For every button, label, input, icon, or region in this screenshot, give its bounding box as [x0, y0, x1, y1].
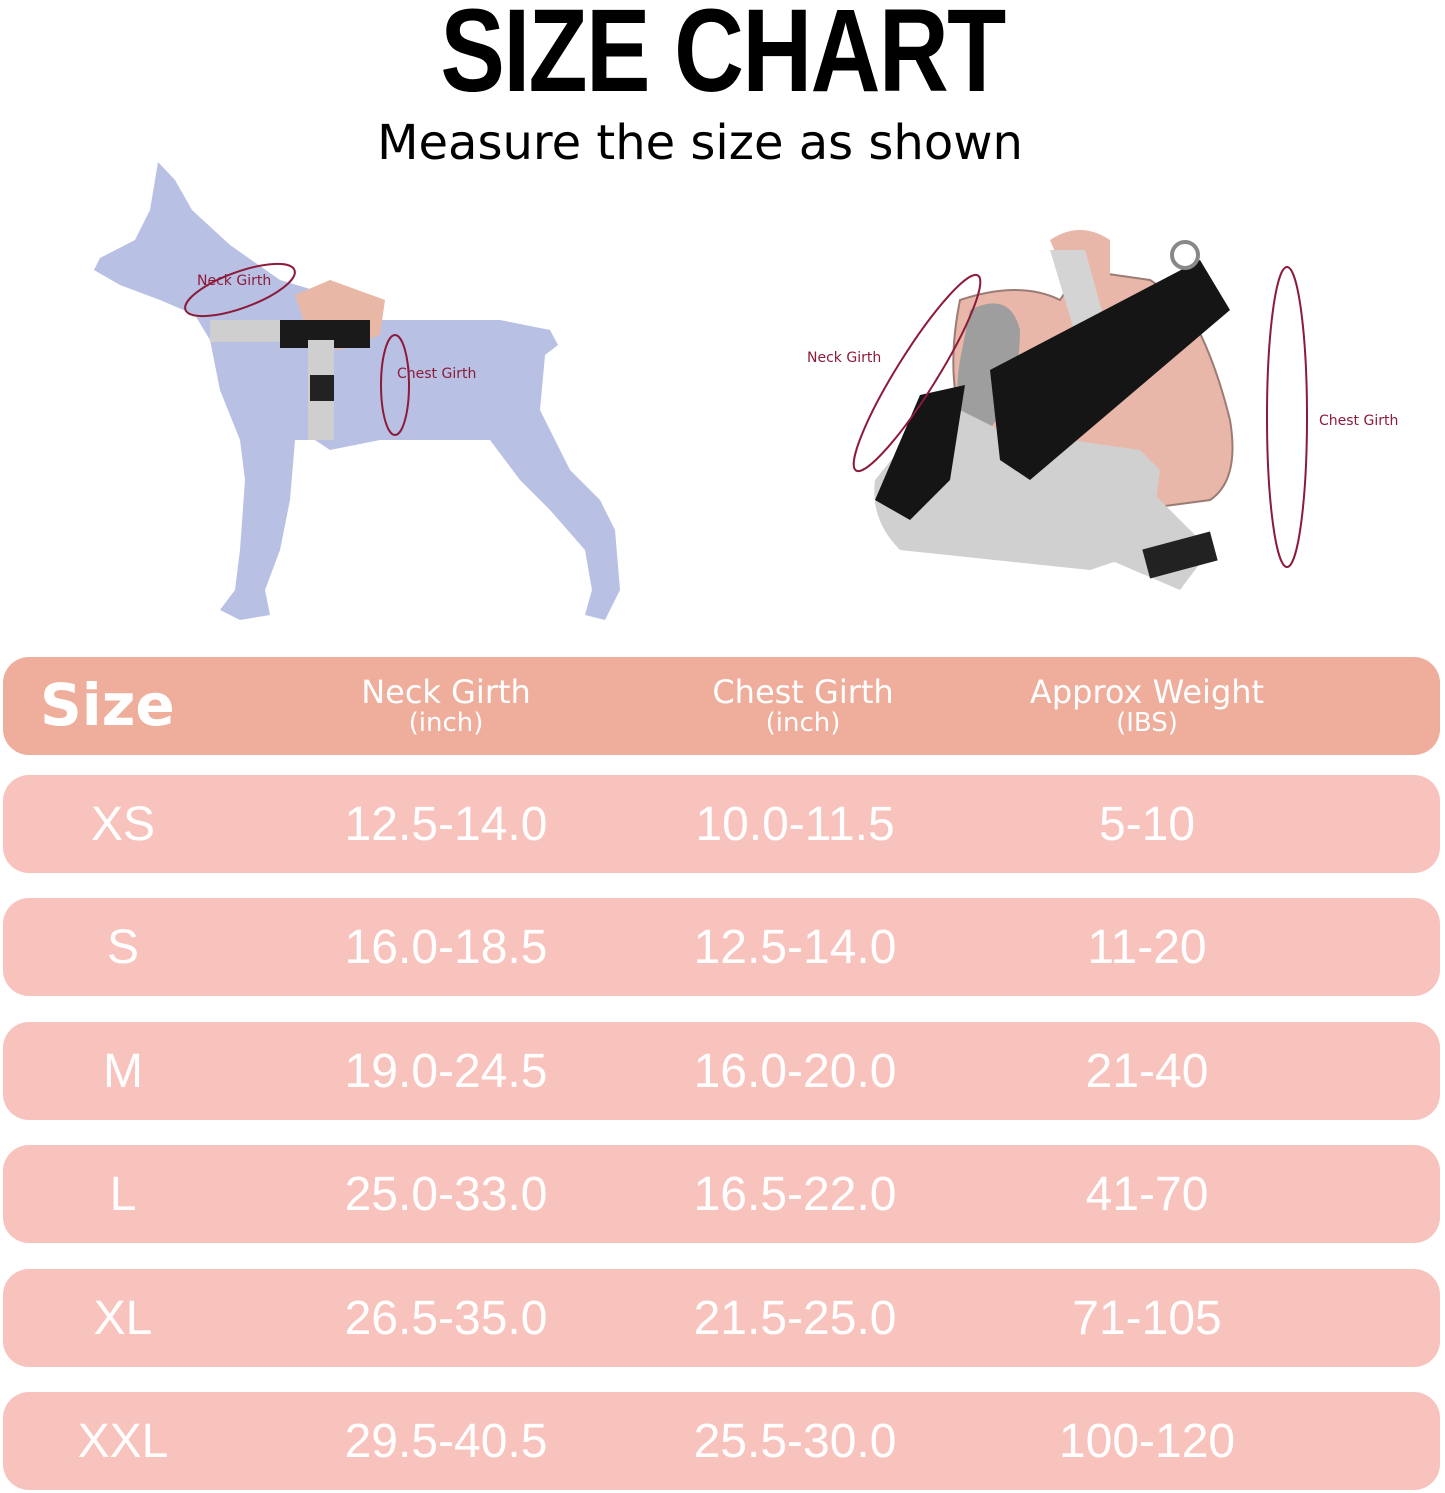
table-row: M 19.0-24.5 16.0-20.0 21-40 [3, 1022, 1440, 1120]
cell-neck: 19.0-24.5 [344, 1044, 548, 1098]
page-subtitle: Measure the size as shown [377, 115, 1023, 171]
harness-illustration: Neck Girth Chest Girth [807, 230, 1398, 590]
harness-mesh-panel [957, 303, 1020, 440]
cell-weight: 11-20 [1087, 920, 1207, 974]
harness-d-ring [1170, 240, 1200, 270]
cell-weight: 5-10 [1098, 797, 1196, 851]
cell-chest: 16.5-22.0 [693, 1167, 897, 1221]
cell-neck: 25.0-33.0 [344, 1167, 548, 1221]
neck-girth-unit: (inch) [408, 708, 484, 738]
dog-neck-girth-label: Neck Girth [197, 273, 271, 289]
column-header-neck-girth: Neck Girth (inch) [361, 657, 531, 755]
harness-black-inner [875, 385, 965, 520]
table-row: S 16.0-18.5 12.5-14.0 11-20 [3, 898, 1440, 996]
cell-neck: 12.5-14.0 [344, 797, 548, 851]
cell-neck: 29.5-40.5 [344, 1414, 548, 1468]
neck-girth-measure-line [184, 262, 296, 318]
cell-chest: 25.5-30.0 [693, 1414, 897, 1468]
approx-weight-unit: (IBS) [1116, 708, 1178, 738]
column-header-chest-girth: Chest Girth (inch) [712, 657, 893, 755]
table-row: XS 12.5-14.0 10.0-11.5 5-10 [3, 775, 1440, 873]
cell-size: XL [93, 1291, 153, 1345]
chest-girth-measure-line [1266, 266, 1308, 568]
cell-size: S [106, 920, 140, 974]
column-header-size: Size [40, 671, 175, 739]
cell-weight: 100-120 [1058, 1414, 1236, 1468]
cell-size: XS [90, 797, 156, 851]
chest-girth-label: Chest Girth [712, 673, 894, 711]
table-row: XL 26.5-35.0 21.5-25.0 71-105 [3, 1269, 1440, 1367]
cell-neck: 16.0-18.5 [344, 920, 548, 974]
neck-girth-measure-line [852, 273, 982, 473]
harness-black-band [990, 260, 1230, 480]
cell-size: L [109, 1167, 137, 1221]
dog-illustration: Neck Girth Chest Girth [94, 162, 620, 620]
harness-chest-girth-label: Chest Girth [1319, 413, 1398, 429]
harness-buckle [1142, 531, 1218, 579]
cell-chest: 21.5-25.0 [693, 1291, 897, 1345]
cell-chest: 10.0-11.5 [695, 797, 895, 851]
cell-chest: 16.0-20.0 [693, 1044, 897, 1098]
cell-size: M [103, 1044, 143, 1098]
neck-girth-label: Neck Girth [361, 673, 531, 711]
cell-weight: 71-105 [1072, 1291, 1222, 1345]
table-header-row: Size Neck Girth (inch) Chest Girth (inch… [3, 657, 1440, 755]
harness-neck-girth-label: Neck Girth [807, 350, 881, 366]
cell-neck: 26.5-35.0 [344, 1291, 548, 1345]
table-row: XXL 29.5-40.5 25.5-30.0 100-120 [3, 1392, 1440, 1490]
chest-girth-measure-line [380, 334, 410, 436]
chest-girth-unit: (inch) [765, 708, 841, 738]
cell-weight: 21-40 [1085, 1044, 1209, 1098]
harness-buckle [310, 375, 334, 401]
cell-weight: 41-70 [1085, 1167, 1209, 1221]
dog-silhouette [94, 162, 620, 620]
cell-chest: 12.5-14.0 [693, 920, 897, 974]
table-row: L 25.0-33.0 16.5-22.0 41-70 [3, 1145, 1440, 1243]
cell-size: XXL [77, 1414, 169, 1468]
approx-weight-label: Approx Weight [1029, 673, 1265, 711]
dog-chest-girth-label: Chest Girth [397, 366, 476, 382]
page-title: SIZE CHART [440, 0, 1006, 117]
column-header-approx-weight: Approx Weight (IBS) [1030, 657, 1264, 755]
